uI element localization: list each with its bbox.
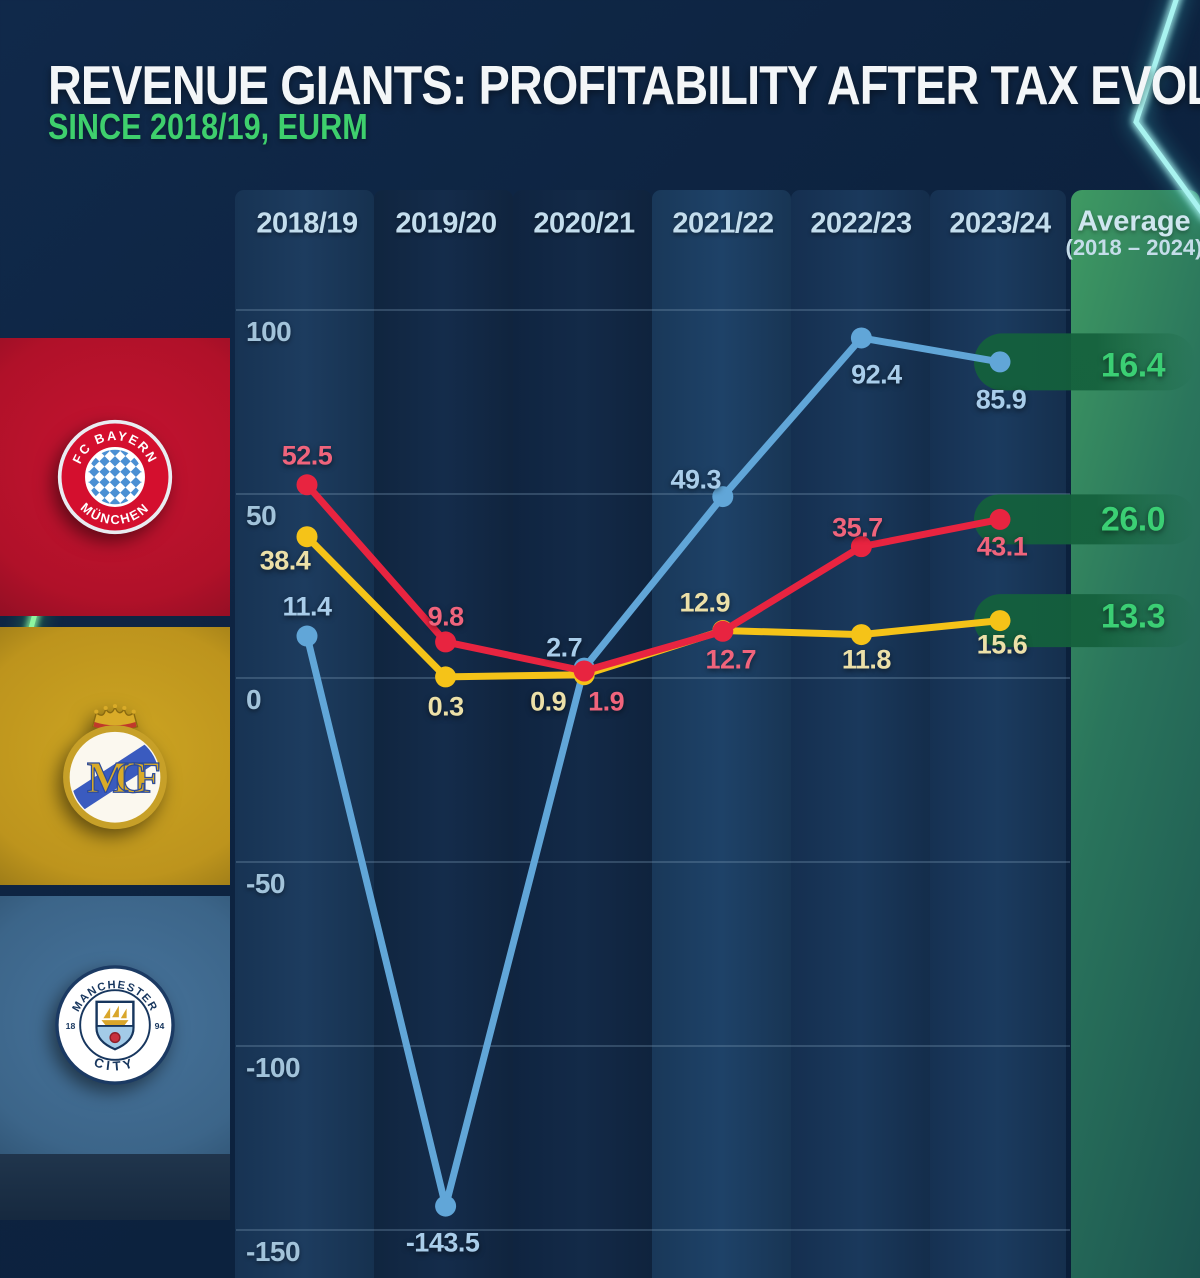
rose-icon	[109, 1032, 121, 1044]
value-label-fc-bayern-m-nchen-2019-20: 9.8	[427, 601, 465, 632]
value-label-manchester-city-2021-22: 49.3	[670, 464, 722, 495]
average-value-real-madrid: 13.3	[1100, 597, 1166, 636]
column-band-2022-23	[791, 190, 930, 1278]
average-value-bayern: 26.0	[1100, 500, 1166, 539]
value-label-real-madrid-2021-22: 12.9	[679, 587, 731, 618]
average-header-range: (2018 – 2024)	[1065, 235, 1200, 260]
value-label-real-madrid-2023-24: 15.6	[976, 629, 1028, 660]
average-header: Average	[1077, 205, 1191, 238]
value-label-fc-bayern-m-nchen-2018-19: 52.5	[281, 440, 333, 471]
manchester-city-badge: MANCHESTER CITY 18 94	[55, 965, 175, 1085]
club-panel-real-madrid: MCF	[0, 627, 230, 885]
value-label-manchester-city-2022-23: 92.4	[851, 359, 902, 390]
column-band-2023-24	[930, 190, 1066, 1278]
column-band-2018-19	[235, 190, 374, 1278]
real-madrid-badge: MCF	[63, 704, 173, 830]
value-label-fc-bayern-m-nchen-2022-23: 35.7	[832, 512, 883, 543]
page-subtitle: SINCE 2018/19, EURM	[48, 105, 368, 147]
column-band-2019-20	[374, 190, 513, 1278]
season-header-2018-19: 2018/19	[256, 207, 358, 240]
ytick-n50: -50	[246, 868, 285, 899]
season-header-2022-23: 2022/23	[810, 207, 912, 240]
value-label-fc-bayern-m-nchen-2021-22: 12.7	[705, 644, 757, 675]
city-badge-year-right: 94	[155, 1021, 165, 1031]
column-band-2021-22	[652, 190, 791, 1278]
value-label-manchester-city-2023-24: 85.9	[975, 384, 1027, 415]
ytick-0: 0	[246, 684, 262, 715]
value-label-fc-bayern-m-nchen-2020-21: 1.9	[588, 686, 625, 717]
badge-diagonal-band	[71, 733, 159, 822]
ytick-100: 100	[246, 316, 292, 347]
average-value-man-city: 16.4	[1100, 346, 1166, 385]
left-footer-strip	[0, 1154, 230, 1220]
svg-text:CITY: CITY	[92, 1054, 138, 1073]
season-header-2021-22: 2021/22	[672, 207, 774, 240]
badge-gold-ring	[63, 725, 167, 830]
ytick-n100: -100	[246, 1052, 301, 1083]
ytick-50: 50	[246, 500, 277, 531]
club-panel-man-city: MANCHESTER CITY 18 94	[0, 896, 230, 1154]
value-label-real-madrid-2020-21: 0.9	[530, 686, 567, 717]
badge-outer-ring	[55, 965, 175, 1085]
city-shield	[95, 1000, 135, 1051]
badge-diamond-center	[85, 447, 145, 507]
value-label-manchester-city-2018-19: 11.4	[282, 591, 332, 622]
club-panel-bayern: FC BAYERN MÜNCHEN	[0, 338, 230, 616]
value-label-manchester-city-2019-20: -143.5	[405, 1227, 480, 1258]
value-label-manchester-city-2020-21: 2.7	[546, 632, 583, 663]
value-label-fc-bayern-m-nchen-2023-24: 43.1	[976, 531, 1028, 562]
value-label-real-madrid-2019-20: 0.3	[427, 691, 465, 722]
season-header-2019-20: 2019/20	[395, 207, 497, 240]
ytick-n150: -150	[246, 1236, 301, 1267]
page-title: REVENUE GIANTS: PROFITABILITY AFTER TAX …	[48, 53, 1200, 116]
city-badge-year-left: 18	[66, 1021, 76, 1031]
season-header-2020-21: 2020/21	[533, 207, 635, 240]
city-badge-bottom-text: CITY	[92, 1054, 134, 1073]
value-label-real-madrid-2022-23: 11.8	[841, 644, 892, 675]
season-header-2023-24: 2023/24	[949, 207, 1051, 240]
value-label-real-madrid-2018-19: 38.4	[259, 545, 311, 576]
column-band-2020-21	[513, 190, 652, 1278]
bayern-munich-badge: FC BAYERN MÜNCHEN	[57, 419, 173, 535]
